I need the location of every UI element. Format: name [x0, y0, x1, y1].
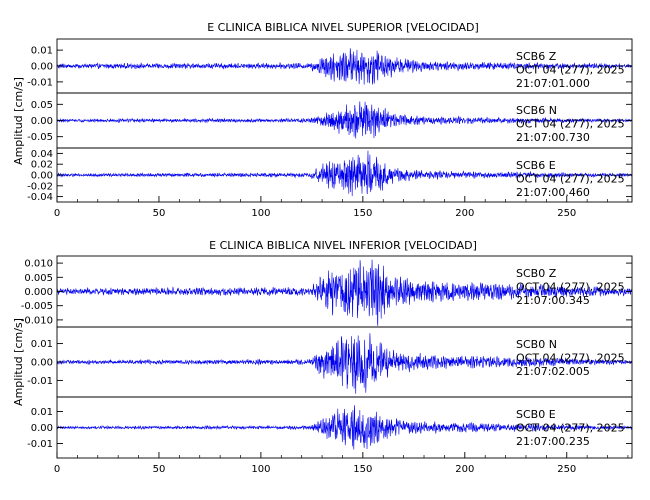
waveform-trace	[57, 150, 632, 197]
chart-title-superior: E CLINICA BIBLICA NIVEL SUPERIOR [VELOCI…	[207, 21, 479, 34]
x-tick-label: 0	[54, 464, 60, 475]
y-tick-label: 0.04	[31, 149, 53, 160]
x-axes-layer: 0 50 100 150 200 250 0 50 100 150 200 250	[54, 196, 629, 475]
y-tick-label: 0.00	[31, 423, 53, 434]
annotation-channel: SCB6 N	[516, 104, 557, 117]
annotation-channel: SCB0 N	[516, 338, 557, 351]
annotation-date: OCT 04 (277), 2025	[516, 64, 625, 77]
y-tick-label: -0.005	[21, 301, 53, 312]
y-tick-label: 0.01	[31, 46, 53, 57]
ylabel-inferior: Amplitud [cm/s]	[12, 318, 25, 406]
annotation-date: OCT 04 (277), 2025	[516, 422, 625, 435]
y-tick-label: -0.05	[27, 132, 53, 143]
waveform-trace	[57, 259, 632, 326]
annotation-channel: SCB0 Z	[516, 267, 557, 280]
y-tick-label: -0.04	[27, 192, 53, 203]
chart-title-inferior: E CLINICA BIBLICA NIVEL INFERIOR [VELOCI…	[209, 239, 477, 252]
waveform-trace	[57, 405, 632, 450]
annotation-date: OCT 04 (277), 2025	[516, 352, 625, 365]
waveform-trace	[57, 333, 632, 394]
y-tick-label: -0.010	[21, 315, 53, 326]
x-tick-label: 150	[353, 208, 372, 219]
y-tick-label: 0.01	[31, 407, 53, 418]
annotation-time: 21:07:00.345	[516, 294, 590, 307]
y-tick-label: 0.00	[31, 116, 53, 127]
y-tick-label: -0.01	[27, 376, 53, 387]
annotation-date: OCT 04 (277), 2025	[516, 173, 625, 186]
y-tick-label: -0.01	[27, 77, 53, 88]
y-tick-label: 0.00	[31, 171, 53, 182]
x-tick-label: 50	[153, 464, 166, 475]
y-tick-label: 0.05	[31, 100, 53, 111]
waveform-trace	[57, 101, 632, 139]
annotation-date: OCT 04 (277), 2025	[516, 118, 625, 131]
y-tick-label: 0.00	[31, 62, 53, 73]
annotation-time: 21:07:00.730	[516, 131, 590, 144]
annotation-time: 21:07:01.000	[516, 77, 590, 90]
x-tick-label: 0	[54, 208, 60, 219]
x-tick-label: 50	[153, 208, 166, 219]
y-tick-label: -0.01	[27, 439, 53, 450]
x-tick-label: 100	[251, 464, 270, 475]
x-tick-label: 250	[557, 464, 576, 475]
y-tick-label: 0.00	[31, 358, 53, 369]
annotation-time: 21:07:02.005	[516, 365, 590, 378]
x-tick-label: 200	[455, 464, 474, 475]
x-tick-label: 100	[251, 208, 270, 219]
annotation-date: OCT 04 (277), 2025	[516, 281, 625, 294]
annotation-time: 21:07:00.235	[516, 435, 590, 448]
x-tick-label: 150	[353, 464, 372, 475]
y-tick-label: 0.01	[31, 339, 53, 350]
ylabel-superior: Amplitud [cm/s]	[12, 77, 25, 165]
annotation-time: 21:07:00.460	[516, 186, 590, 199]
waveform-trace	[57, 48, 632, 85]
y-tick-label: 0.02	[31, 160, 53, 171]
annotation-channel: SCB6 E	[516, 159, 556, 172]
y-tick-label: -0.02	[27, 181, 53, 192]
annotation-channel: SCB6 Z	[516, 50, 557, 63]
x-tick-label: 200	[455, 208, 474, 219]
x-tick-label: 250	[557, 208, 576, 219]
y-tick-label: 0.000	[24, 287, 53, 298]
y-tick-label: 0.010	[24, 259, 53, 270]
annotation-channel: SCB0 E	[516, 408, 556, 421]
y-tick-label: 0.005	[24, 273, 53, 284]
